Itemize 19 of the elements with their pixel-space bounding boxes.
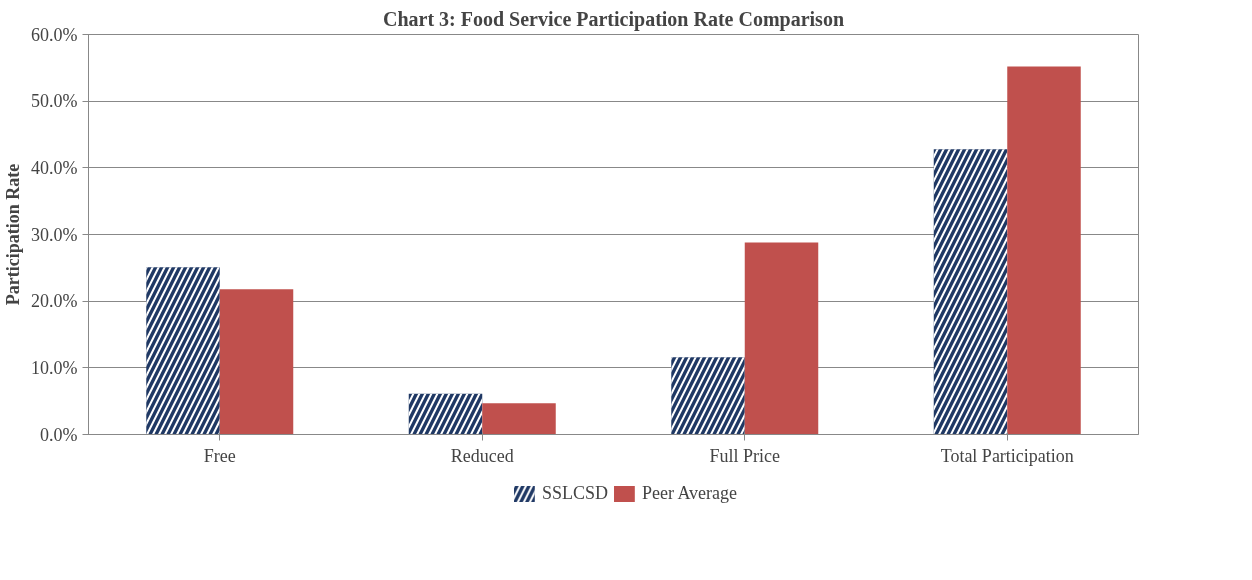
y-tick-label: 30.0% — [31, 224, 78, 245]
y-axis-title: Participation Rate — [3, 163, 24, 306]
x-tick-label: Reduced — [450, 445, 514, 466]
bar — [482, 403, 556, 435]
y-tick-label: 60.0% — [31, 24, 78, 45]
chart-title: Chart 3: Food Service Participation Rate Comparison — [382, 7, 845, 31]
y-tick-label: 20.0% — [31, 291, 78, 312]
bar — [744, 242, 819, 435]
x-tick-label: Free — [203, 445, 236, 466]
bar — [1007, 66, 1081, 435]
y-tick-label: 50.0% — [31, 91, 78, 112]
legend-label: Peer Average — [641, 482, 738, 504]
x-tick-label: Total Participation — [940, 445, 1074, 466]
legend-label: SSLCSD — [541, 482, 608, 504]
y-tick-label: 0.0% — [40, 424, 78, 445]
y-tick-label: 40.0% — [31, 157, 78, 178]
bar — [219, 289, 294, 435]
x-tick-label: Full Price — [709, 445, 781, 466]
y-tick-label: 10.0% — [31, 357, 78, 378]
